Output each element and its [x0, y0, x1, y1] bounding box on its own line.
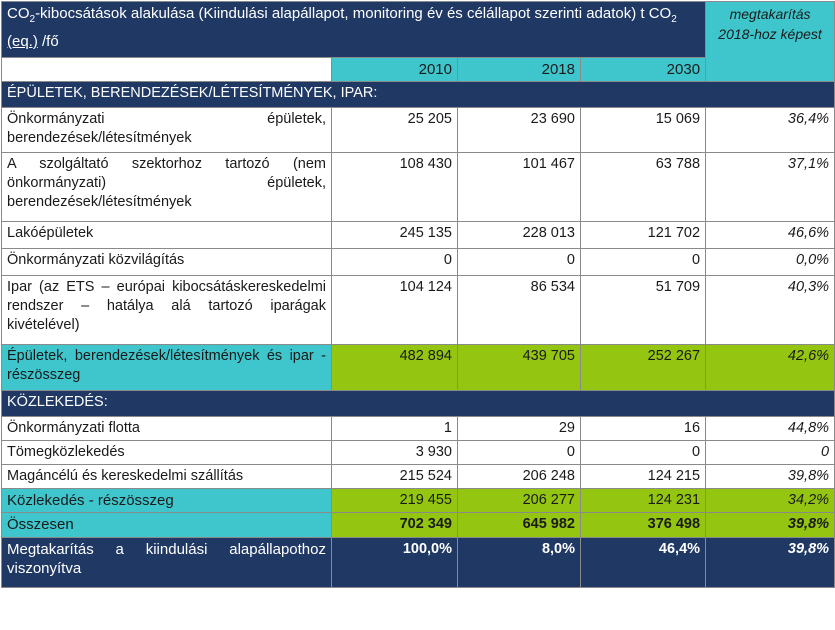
value-2018: 23 690	[457, 107, 581, 153]
value-2030: 124 231	[579, 488, 707, 513]
table-row: Tömegközlekedés 3 930 0 0 0	[1, 440, 835, 465]
value-2018: 206 248	[457, 464, 581, 489]
year-header-2030: 2030	[579, 57, 707, 82]
value-2010: 0	[331, 248, 458, 276]
section-header-buildings: ÉPÜLETEK, BERENDEZÉSEK/LÉTESÍTMÉNYEK, IP…	[0, 81, 835, 108]
table-row: Önkormányzati közvilágítás 0 0 0 0,0%	[1, 248, 835, 276]
savings-column-header: megtakarítás 2018-hoz képest	[705, 1, 835, 82]
value-2010: 3 930	[331, 440, 458, 465]
value-2018: 645 982	[457, 512, 581, 538]
value-2030: 121 702	[579, 221, 707, 249]
value-2030: 0	[579, 248, 707, 276]
header-blank-cell	[1, 57, 332, 82]
value-2018: 101 467	[457, 152, 581, 222]
row-label: Ipar (az ETS – európai kibocsátáskereske…	[1, 275, 332, 345]
row-label: Önkormányzati flotta	[1, 416, 332, 441]
table-row: Magáncélú és kereskedelmi szállítás 215 …	[1, 464, 835, 489]
table-row: Ipar (az ETS – európai kibocsátáskereske…	[1, 275, 835, 345]
row-label: Önkormányzati közvilágítás	[1, 248, 332, 276]
value-2010: 108 430	[331, 152, 458, 222]
value-2030: 15 069	[579, 107, 707, 153]
value-2010: 104 124	[331, 275, 458, 345]
value-2030: 376 498	[579, 512, 707, 538]
value-2018: 8,0%	[457, 537, 581, 588]
total-row: Összesen 702 349 645 982 376 498 39,8%	[1, 512, 835, 538]
saving-value: 40,3%	[705, 275, 835, 345]
value-2018: 86 534	[457, 275, 581, 345]
row-label: Tömegközlekedés	[1, 440, 332, 465]
value-2010: 219 455	[331, 488, 458, 513]
row-label: Lakóépületek	[1, 221, 332, 249]
row-label: Összesen	[1, 512, 332, 538]
subtotal-row-buildings: Épületek, berendezések/létesítmények és …	[1, 344, 835, 391]
saving-value: 34,2%	[705, 488, 835, 513]
value-2030: 252 267	[579, 344, 707, 391]
row-label: Megtakarítás a kiindulási alapállapothoz…	[1, 537, 332, 588]
saving-value: 42,6%	[705, 344, 835, 391]
value-2018: 0	[457, 248, 581, 276]
table-row: A szolgáltató szektorhoz tartozó (nem ön…	[1, 152, 835, 222]
value-2030: 46,4%	[579, 537, 707, 588]
saving-value: 39,8%	[705, 537, 835, 588]
row-label: A szolgáltató szektorhoz tartozó (nem ön…	[1, 152, 332, 222]
value-2030: 0	[579, 440, 707, 465]
co2-emissions-table: CO2-kibocsátások alakulása (Kiindulási a…	[0, 1, 835, 588]
year-header-2018: 2018	[457, 57, 581, 82]
table-title: CO2-kibocsátások alakulása (Kiindulási a…	[0, 1, 707, 58]
section-header-transport: KÖZLEKEDÉS:	[0, 390, 835, 417]
value-2010: 215 524	[331, 464, 458, 489]
row-label: Magáncélú és kereskedelmi szállítás	[1, 464, 332, 489]
value-2010: 702 349	[331, 512, 458, 538]
value-2030: 63 788	[579, 152, 707, 222]
value-2010: 482 894	[331, 344, 458, 391]
year-header-2010: 2010	[331, 57, 458, 82]
value-2018: 29	[457, 416, 581, 441]
savings-baseline-row: Megtakarítás a kiindulási alapállapothoz…	[1, 537, 835, 588]
value-2018: 0	[457, 440, 581, 465]
table-row: Önkormányzati flotta 1 29 16 44,8%	[1, 416, 835, 441]
row-label: Épületek, berendezések/létesítmények és …	[1, 344, 332, 391]
value-2010: 245 135	[331, 221, 458, 249]
saving-value: 46,6%	[705, 221, 835, 249]
value-2010: 25 205	[331, 107, 458, 153]
value-2010: 1	[331, 416, 458, 441]
saving-value: 44,8%	[705, 416, 835, 441]
table-row: Önkormányzati épületek, berendezések/lét…	[1, 107, 835, 153]
subtotal-row-transport: Közlekedés - részösszeg 219 455 206 277 …	[1, 488, 835, 513]
value-2030: 16	[579, 416, 707, 441]
saving-value: 39,8%	[705, 512, 835, 538]
value-2018: 206 277	[457, 488, 581, 513]
saving-value: 39,8%	[705, 464, 835, 489]
saving-value: 0	[705, 440, 835, 465]
value-2010: 100,0%	[331, 537, 458, 588]
value-2030: 51 709	[579, 275, 707, 345]
saving-value: 37,1%	[705, 152, 835, 222]
saving-value: 0,0%	[705, 248, 835, 276]
value-2018: 439 705	[457, 344, 581, 391]
row-label: Közlekedés - részösszeg	[1, 488, 332, 513]
value-2018: 228 013	[457, 221, 581, 249]
table-row: Lakóépületek 245 135 228 013 121 702 46,…	[1, 221, 835, 249]
row-label: Önkormányzati épületek, berendezések/lét…	[1, 107, 332, 153]
saving-value: 36,4%	[705, 107, 835, 153]
value-2030: 124 215	[579, 464, 707, 489]
